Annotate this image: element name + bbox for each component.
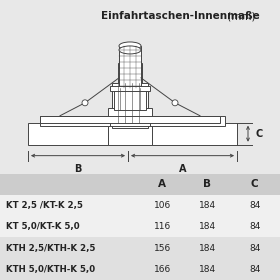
Text: 166: 166 [154,265,171,274]
Bar [0,216,280,237]
Text: 184: 184 [199,222,216,231]
Text: (mm): (mm) [224,11,255,21]
Text: KT 5,0/KT-K 5,0: KT 5,0/KT-K 5,0 [6,222,79,231]
Text: 84: 84 [249,265,260,274]
Text: Einfahrtaschen-Innenmaße: Einfahrtaschen-Innenmaße [101,11,260,21]
Text: KT 2,5 /KT-K 2,5: KT 2,5 /KT-K 2,5 [6,201,83,210]
Text: 84: 84 [249,222,260,231]
Text: 184: 184 [199,265,216,274]
Bar [0,174,280,195]
Text: KTH 5,0/KTH-K 5,0: KTH 5,0/KTH-K 5,0 [6,265,95,274]
Circle shape [82,100,88,106]
Bar [0,237,280,259]
Bar [118,63,142,123]
Bar [0,195,280,216]
Bar [0,259,280,280]
Bar [108,123,152,145]
Bar [114,88,146,110]
Text: 84: 84 [249,244,260,253]
Text: 106: 106 [154,201,171,210]
Bar [112,83,148,128]
Text: 84: 84 [249,201,260,210]
Text: 184: 184 [199,201,216,210]
Text: A: A [179,164,187,174]
Bar [152,123,237,145]
Ellipse shape [119,42,141,50]
Text: C: C [255,129,262,139]
Bar [119,46,141,88]
Text: A: A [158,179,166,189]
Bar [108,108,152,126]
Ellipse shape [119,46,141,54]
Text: B: B [203,179,211,189]
Text: 184: 184 [199,244,216,253]
Text: C: C [251,179,259,189]
Text: 116: 116 [154,222,171,231]
Text: KTH 2,5/KTH-K 2,5: KTH 2,5/KTH-K 2,5 [6,244,95,253]
Text: B: B [74,164,82,174]
Bar [150,116,225,126]
Bar [40,116,110,126]
Bar [28,123,108,145]
Text: 156: 156 [154,244,171,253]
Circle shape [172,100,178,106]
Bar [40,116,220,123]
Bar [110,86,150,91]
